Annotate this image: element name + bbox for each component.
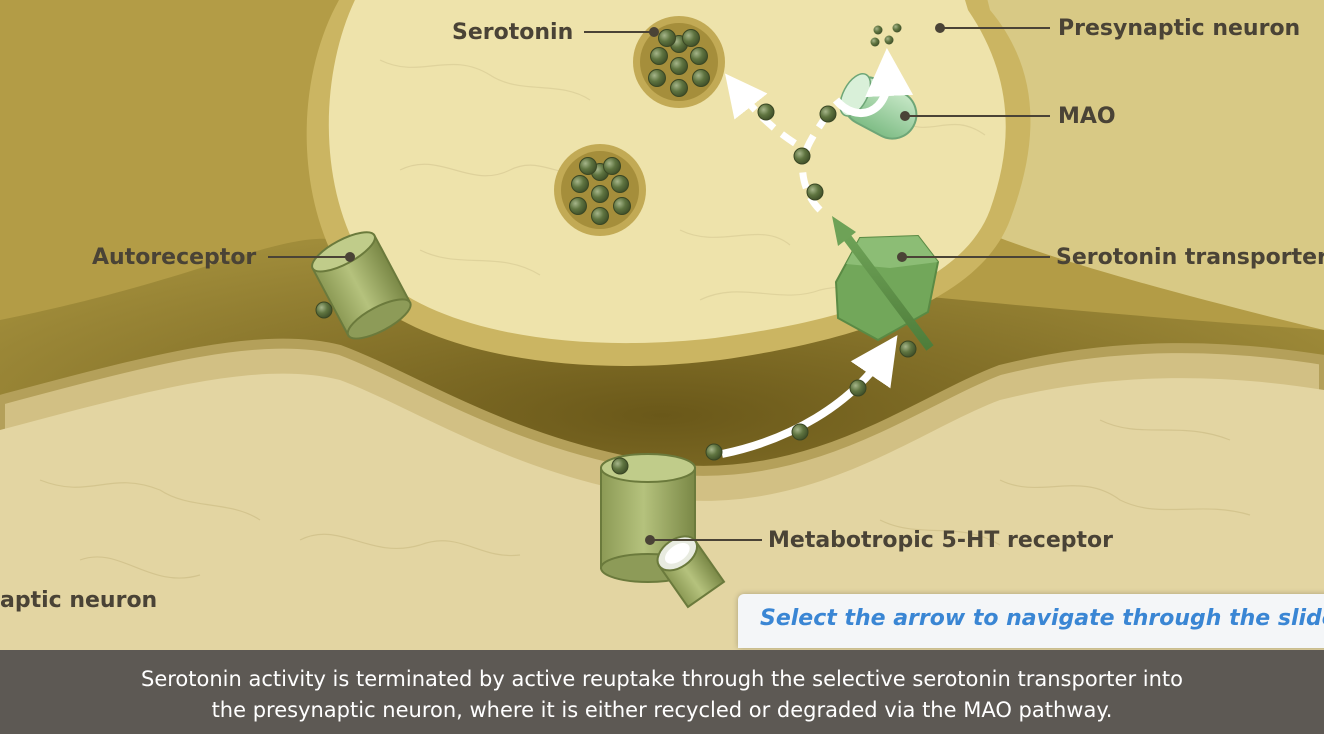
serotonin-molecule bbox=[806, 183, 824, 201]
serotonin-molecule bbox=[690, 47, 708, 65]
label-mao: MAO bbox=[1058, 104, 1116, 129]
hint-text: Select the arrow to navigate through the… bbox=[760, 606, 1324, 631]
label-postsynaptic-neuron: aptic neuron bbox=[0, 588, 158, 613]
serotonin-molecule bbox=[315, 301, 333, 319]
serotonin-molecule bbox=[591, 207, 609, 225]
reuptake-green-arrow-shaft bbox=[842, 233, 934, 351]
reuptake-green-arrow-head bbox=[832, 216, 856, 246]
serotonin-molecule bbox=[849, 379, 867, 397]
cleft-reuptake-arrow bbox=[721, 335, 898, 458]
vesicle-top-serotonin bbox=[648, 29, 710, 97]
serotonin-molecule bbox=[648, 69, 666, 87]
serotonin-molecule bbox=[650, 47, 668, 65]
caption-line-1: Serotonin activity is terminated by acti… bbox=[140, 667, 1183, 691]
serotonin-molecule bbox=[692, 69, 710, 87]
label-serotonin: Serotonin bbox=[452, 20, 574, 45]
serotonin-molecule bbox=[670, 79, 688, 97]
free-serotonin bbox=[315, 103, 917, 475]
presynaptic-neuron bbox=[328, 0, 1006, 344]
g-protein bbox=[656, 535, 726, 609]
serotonin-molecule bbox=[613, 197, 631, 215]
synapse-illustration bbox=[0, 0, 1324, 655]
label-leaders bbox=[268, 23, 1050, 545]
postsynaptic-texture bbox=[39, 419, 1251, 579]
degradation-arrow bbox=[832, 48, 914, 118]
serotonin-molecule bbox=[591, 185, 609, 203]
serotonin-molecule bbox=[819, 105, 837, 123]
vesicle-middle-serotonin bbox=[569, 157, 631, 225]
autoreceptor bbox=[311, 231, 412, 340]
serotonin-molecule bbox=[791, 423, 809, 441]
serotonin-molecule bbox=[579, 157, 597, 175]
serotonin-molecule bbox=[611, 457, 629, 475]
label-metabotropic-receptor: Metabotropic 5-HT receptor bbox=[768, 528, 1113, 553]
synapse-diagram bbox=[0, 0, 1324, 655]
serotonin-molecule bbox=[571, 175, 589, 193]
hint-box: Select the arrow to navigate through the… bbox=[738, 594, 1324, 648]
serotonin-molecule bbox=[705, 443, 723, 461]
serotonin-molecule bbox=[682, 29, 700, 47]
serotonin-molecule bbox=[793, 147, 811, 165]
label-autoreceptor: Autoreceptor bbox=[92, 245, 257, 270]
serotonin-molecule bbox=[611, 175, 629, 193]
label-presynaptic-neuron: Presynaptic neuron bbox=[1058, 16, 1301, 41]
serotonin-molecule bbox=[757, 103, 775, 121]
serotonin-molecule bbox=[899, 340, 917, 358]
serotonin-molecule bbox=[658, 29, 676, 47]
serotonin-molecule bbox=[603, 157, 621, 175]
caption-bar: Serotonin activity is terminated by acti… bbox=[0, 650, 1324, 734]
mao-fragments bbox=[870, 23, 902, 47]
caption-line-2: the presynaptic neuron, where it is eith… bbox=[211, 698, 1113, 722]
label-serotonin-transporter: Serotonin transporter bbox=[1056, 245, 1324, 270]
serotonin-molecule bbox=[670, 57, 688, 75]
serotonin-molecule bbox=[569, 197, 587, 215]
